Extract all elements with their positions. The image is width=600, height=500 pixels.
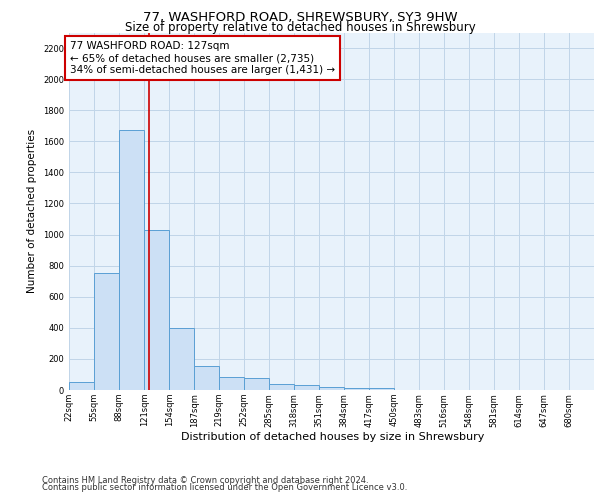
Text: Contains HM Land Registry data © Crown copyright and database right 2024.: Contains HM Land Registry data © Crown c… [42, 476, 368, 485]
Bar [194, 366, 220, 390]
Bar [369, 388, 394, 390]
Text: 77, WASHFORD ROAD, SHREWSBURY, SY3 9HW: 77, WASHFORD ROAD, SHREWSBURY, SY3 9HW [143, 11, 457, 24]
Bar [119, 130, 144, 390]
Bar [218, 377, 244, 390]
Y-axis label: Number of detached properties: Number of detached properties [28, 129, 37, 294]
Bar [69, 382, 94, 390]
Bar [294, 386, 319, 390]
Bar [169, 328, 194, 390]
Text: Distribution of detached houses by size in Shrewsbury: Distribution of detached houses by size … [181, 432, 485, 442]
Bar [344, 388, 369, 390]
Bar [269, 384, 294, 390]
Bar [144, 230, 169, 390]
Text: Contains public sector information licensed under the Open Government Licence v3: Contains public sector information licen… [42, 483, 407, 492]
Bar [244, 378, 269, 390]
Text: Size of property relative to detached houses in Shrewsbury: Size of property relative to detached ho… [125, 21, 475, 34]
Bar [319, 387, 344, 390]
Bar [94, 274, 119, 390]
Text: 77 WASHFORD ROAD: 127sqm
← 65% of detached houses are smaller (2,735)
34% of sem: 77 WASHFORD ROAD: 127sqm ← 65% of detach… [70, 42, 335, 74]
